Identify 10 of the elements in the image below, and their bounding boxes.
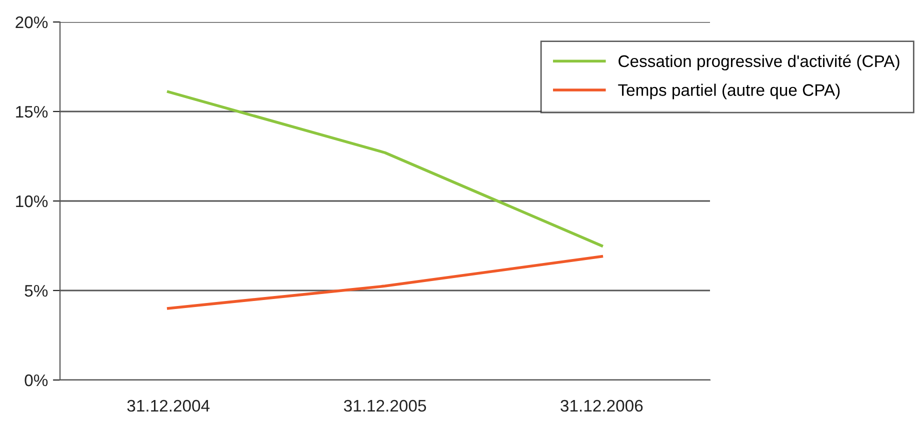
x-tick-label: 31.12.2006 xyxy=(560,400,643,412)
x-tick-label: 31.12.2004 xyxy=(127,400,210,412)
y-tick-label: 0% xyxy=(24,374,48,386)
legend-label: Cessation progressive d'activité (CPA) xyxy=(618,54,900,70)
legend-label: Temps partiel (autre que CPA) xyxy=(618,84,840,100)
y-tick-label: 10% xyxy=(16,195,48,208)
y-tick-label: 5% xyxy=(24,284,48,297)
y-tick-label: 15% xyxy=(16,106,48,118)
y-tick-label: 20% xyxy=(16,16,48,28)
x-tick-label: 31.12.2005 xyxy=(344,400,426,412)
